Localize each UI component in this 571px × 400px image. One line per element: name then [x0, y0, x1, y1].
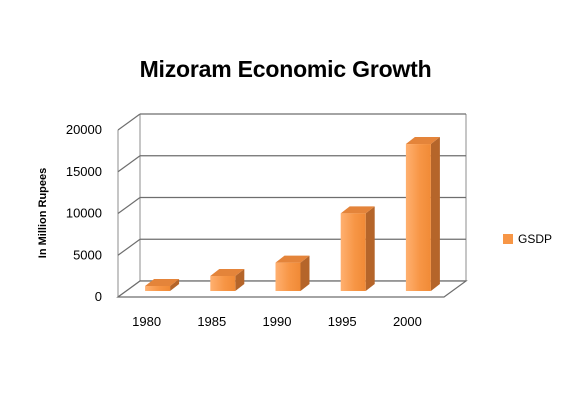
y-tick-label: 15000 [66, 164, 102, 179]
y-tick-label: 5000 [73, 247, 102, 262]
bar-front [145, 285, 171, 291]
bar-side [170, 278, 180, 291]
x-tick-label: 2000 [393, 314, 422, 329]
bar [405, 137, 440, 291]
y-tick-label: 20000 [66, 122, 102, 137]
x-tick-label: 1985 [197, 314, 226, 329]
legend-label: GSDP [518, 232, 552, 246]
bar-front [405, 144, 431, 291]
chart-title: Mizoram Economic Growth [139, 56, 432, 82]
bar [275, 255, 310, 291]
bar-side [300, 255, 310, 291]
bar [145, 278, 180, 291]
bar [210, 268, 245, 291]
legend-swatch [503, 234, 513, 244]
gridline-diagonal [117, 113, 141, 131]
gridline-diagonal [117, 197, 141, 214]
y-axis-ticks: 0 5000 10000 15000 20000 [66, 122, 102, 304]
bar-side [365, 206, 375, 291]
gridline-diagonal [117, 238, 141, 256]
bars [145, 137, 440, 291]
bar-front [340, 213, 366, 291]
bar-top [340, 206, 375, 214]
bar-top [405, 137, 440, 145]
x-tick-label: 1995 [328, 314, 357, 329]
bar [340, 206, 375, 291]
bar-side [235, 268, 245, 291]
bar-side [430, 137, 440, 291]
legend: GSDP [503, 232, 552, 246]
x-tick-label: 1990 [263, 314, 292, 329]
bar-front [210, 275, 236, 291]
bar-top [275, 255, 310, 263]
x-tick-label: 1980 [132, 314, 161, 329]
bar-top [145, 278, 180, 286]
gridline-diagonal [117, 155, 141, 173]
bar-top [210, 268, 245, 276]
bar-front [275, 262, 301, 291]
y-tick-label: 10000 [66, 206, 102, 221]
x-axis-ticks: 1980 1985 1990 1995 2000 [132, 314, 422, 329]
y-axis-label: In Million Rupees [37, 168, 49, 258]
y-tick-label: 0 [95, 289, 102, 304]
